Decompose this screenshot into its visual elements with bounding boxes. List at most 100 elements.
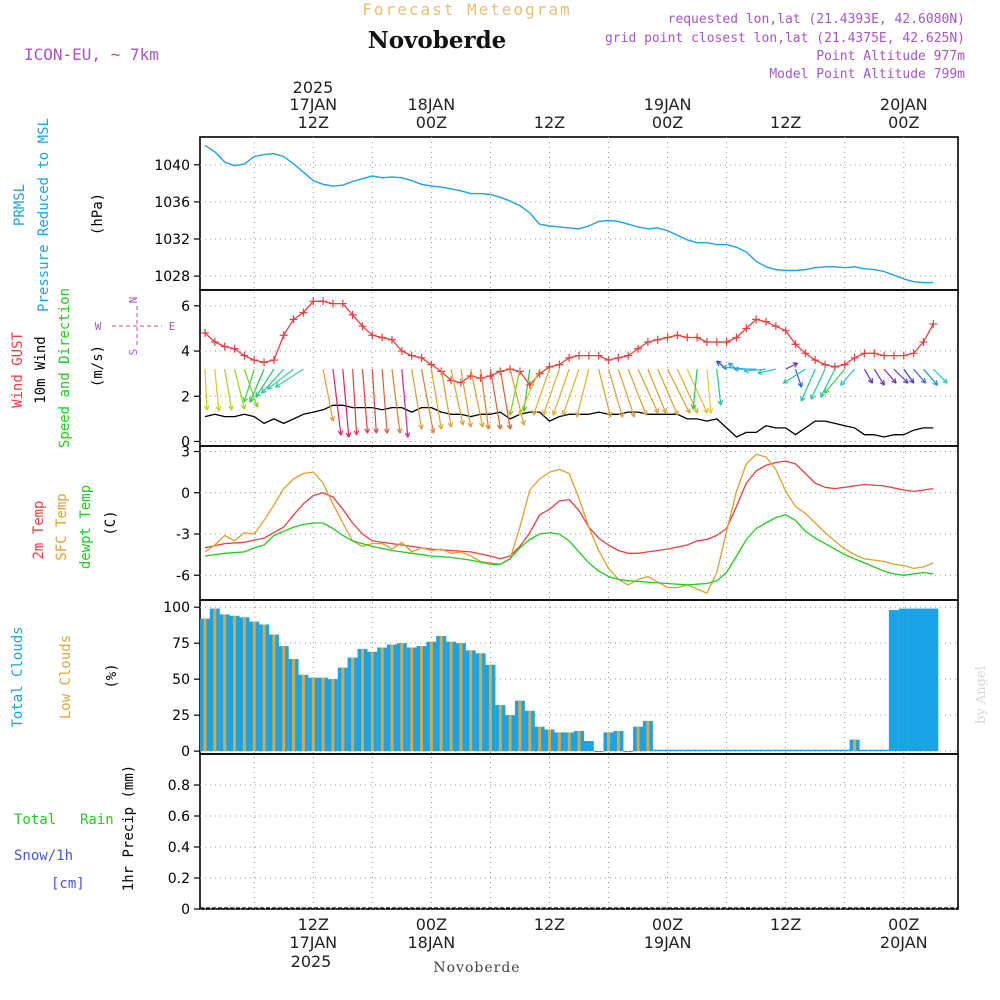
gust-marker <box>319 297 328 306</box>
gust-marker <box>850 353 859 362</box>
y-tick-label: -6 <box>176 568 190 584</box>
series-line-sfc-temp <box>204 453 934 594</box>
wind-arrow-head <box>792 362 799 368</box>
bar-low-clouds <box>321 677 325 752</box>
bar-total-clouds <box>593 751 604 753</box>
y-tick-label: 1032 <box>154 232 190 248</box>
wind-arrow-head <box>467 422 473 428</box>
y-tick-label: 50 <box>172 672 190 688</box>
bar-total-clouds <box>761 749 771 752</box>
cloud-label-total: Total Clouds <box>10 626 26 727</box>
bar-low-clouds <box>390 644 394 752</box>
y-tick-label: 1036 <box>154 195 190 211</box>
bar-total-clouds <box>672 749 683 752</box>
gust-marker <box>260 358 269 367</box>
gust-marker <box>614 353 623 362</box>
wind-direction-arrow <box>824 368 846 394</box>
y-tick-label: 4 <box>181 344 190 360</box>
wind-arrow-head <box>690 404 697 410</box>
wind-direction-arrow <box>810 368 826 400</box>
gust-marker <box>269 356 278 365</box>
wind-arrow-head <box>353 430 360 436</box>
wind-direction-arrow <box>757 368 776 374</box>
pressure-label-desc: Pressure Reduced to MSL <box>36 118 52 312</box>
gust-marker <box>309 297 318 306</box>
wind-arrow-head <box>932 380 939 386</box>
wind-direction-arrow <box>598 368 612 418</box>
compass-w: W <box>95 320 102 333</box>
wind-direction-arrow <box>224 369 233 411</box>
bar-total-clouds <box>859 749 870 752</box>
bottom-tick-date: 18JAN <box>408 933 456 952</box>
wind-direction-arrow <box>204 369 208 411</box>
bar-low-clouds <box>242 617 246 752</box>
y-tick-label: 3 <box>181 445 190 461</box>
wind-arrow-head <box>496 424 503 430</box>
gust-marker <box>683 333 692 342</box>
top-tick-date: 18JAN <box>408 95 456 114</box>
wind-arrow-head <box>506 424 513 430</box>
bar-low-clouds <box>508 715 512 752</box>
wind-arrow-head <box>215 406 222 412</box>
wind-direction-arrow <box>667 368 691 414</box>
gust-marker <box>486 371 495 380</box>
top-tick-hour: 00Z <box>416 113 447 132</box>
temp-unit: (C) <box>103 510 119 535</box>
wind-direction-arrow <box>932 368 948 384</box>
requested-coords: requested lon,lat (21.4393E, 42.6080N) <box>668 12 965 27</box>
wind-arrow-head <box>920 378 927 384</box>
gridpoint-coords: grid point closest lon,lat (21.4375E, 42… <box>605 31 965 46</box>
wind-arrow-head <box>249 397 255 403</box>
wind-direction-arrow <box>261 368 285 394</box>
wind-direction-arrow <box>883 368 897 384</box>
precip-ylabel: 1hr Precip (mm) <box>121 765 137 891</box>
y-tick-label: -3 <box>176 527 190 543</box>
bar-low-clouds <box>567 732 571 752</box>
top-tick-hour: 00Z <box>888 113 919 132</box>
wind-direction-arrow <box>509 369 521 416</box>
bar-low-clouds <box>341 667 345 752</box>
gust-marker <box>289 315 298 324</box>
bar-low-clouds <box>636 726 640 752</box>
top-tick-hour: 12Z <box>534 113 565 132</box>
gust-marker <box>693 333 702 342</box>
top-axis-year: 2025 <box>293 78 334 97</box>
gust-marker <box>279 331 288 340</box>
wind-arrow-head <box>373 428 379 434</box>
wind-direction-arrow <box>430 369 442 430</box>
wind-compass-rose: N S W E <box>95 297 176 356</box>
wind-arrow-head <box>879 380 885 386</box>
wind-arrow-head <box>240 404 247 410</box>
wind-arrow-head <box>733 366 739 372</box>
gust-marker <box>555 360 564 369</box>
series-line-2m-temp <box>204 460 934 560</box>
gust-marker <box>328 299 337 308</box>
bar-total-clouds <box>770 749 781 752</box>
tick-labels: 12Z17JAN12Z17JAN00Z18JAN00Z18JAN12Z12Z00… <box>154 95 927 952</box>
y-tick-label: 1028 <box>154 269 190 285</box>
pressure-unit: (hPa) <box>90 193 106 235</box>
gust-marker <box>634 344 643 353</box>
y-tick-label: 0 <box>181 902 190 918</box>
bar-total-clouds <box>790 749 801 752</box>
pressure-label-prmsl: PRMSL <box>12 184 28 226</box>
bar-total-clouds <box>869 749 880 752</box>
bar-low-clouds <box>449 641 453 752</box>
gust-marker <box>230 344 239 353</box>
wind-arrow-head <box>203 405 210 411</box>
bar-total-clouds <box>888 610 899 752</box>
wind-arrow-head <box>274 382 281 388</box>
gust-marker <box>643 338 652 346</box>
wind-arrow-head <box>485 424 491 430</box>
gust-marker <box>594 351 603 360</box>
wind-arrow-head <box>383 428 390 434</box>
top-tick-hour: 00Z <box>652 113 683 132</box>
bar-total-clouds <box>652 749 663 752</box>
top-tick-hour: 12Z <box>770 113 801 132</box>
wind-arrow-head <box>824 388 830 394</box>
wind-direction-arrow <box>532 368 551 416</box>
wind-direction-arrow <box>913 368 927 384</box>
y-tick-label: 2 <box>181 389 190 405</box>
cloud-label-low: Low Clouds <box>58 635 74 719</box>
bar-total-clouds <box>721 749 732 752</box>
